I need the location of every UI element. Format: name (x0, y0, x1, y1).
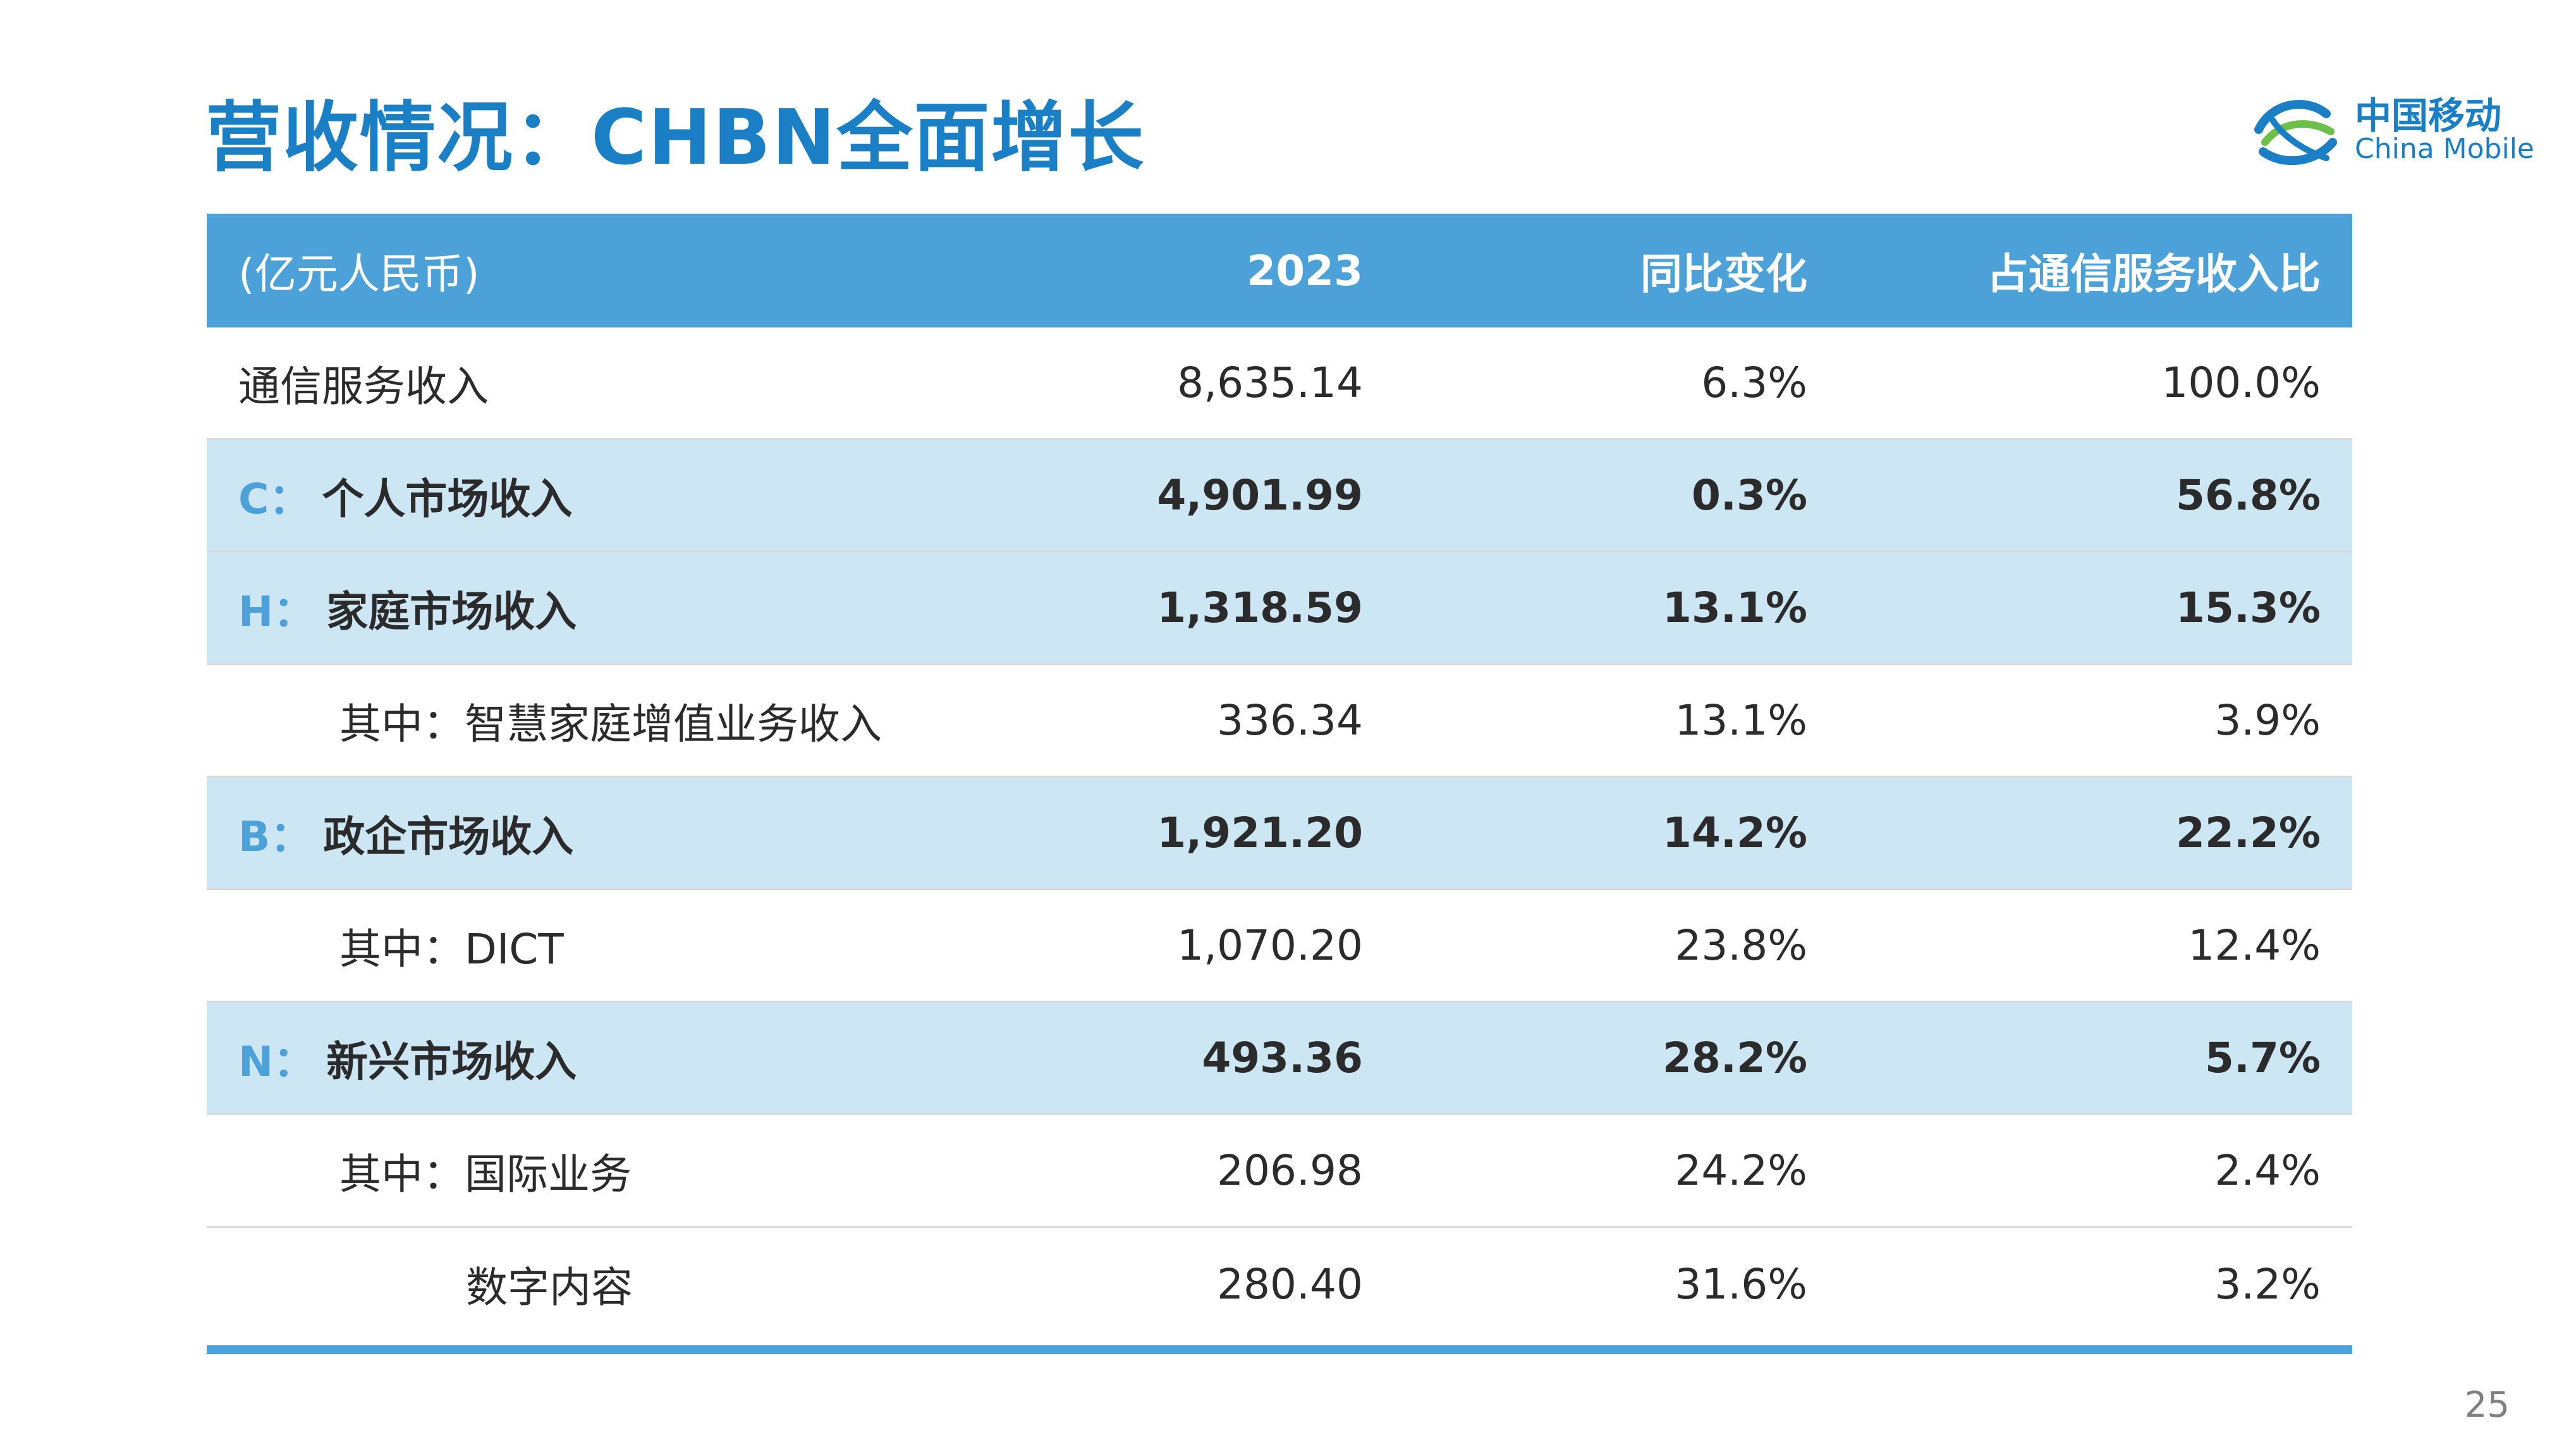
row-share: 15.3% (2176, 584, 2321, 632)
row-yoy: 13.1% (1675, 696, 1807, 745)
table-row: N： 新兴市场收入 493.36 28.2% 5.7% (207, 1003, 2352, 1115)
row-value: 493.36 (1202, 1034, 1363, 1082)
logo-text-cn: 中国移动 (2355, 94, 2502, 137)
row-yoy: 31.6% (1675, 1259, 1807, 1309)
row-share: 12.4% (2188, 921, 2321, 970)
china-mobile-logo: 中国移动 China Mobile (2247, 82, 2534, 177)
page-number: 25 (2464, 1385, 2510, 1426)
row-value: 280.40 (1217, 1259, 1363, 1309)
row-label: 其中：DICT (339, 924, 564, 974)
row-share: 56.8% (2176, 471, 2321, 520)
table-row: 其中：DICT 1,070.20 23.8% 12.4% (207, 890, 2352, 1003)
row-value: 1,921.20 (1157, 809, 1363, 857)
table-row: 其中：国际业务 206.98 24.2% 2.4% (207, 1115, 2352, 1228)
row-label: 新兴市场收入 (326, 1037, 577, 1086)
segment-prefix: B： (238, 812, 312, 861)
header-share: 占通信服务收入比 (1987, 250, 2321, 298)
row-label: 政企市场收入 (323, 812, 574, 861)
row-label: 通信服务收入 (238, 362, 489, 411)
row-share: 3.9% (2214, 696, 2321, 745)
row-label: 个人市场收入 (322, 474, 573, 523)
row-value: 206.98 (1217, 1146, 1363, 1195)
logo-text-en: China Mobile (2355, 133, 2535, 165)
row-yoy: 14.2% (1663, 809, 1807, 857)
row-value: 1,318.59 (1157, 584, 1363, 632)
table-row: H： 家庭市场收入 1,318.59 13.1% 15.3% (207, 553, 2352, 665)
revenue-table: (亿元人民币) 2023 同比变化 占通信服务收入比 通信服务收入 8,635.… (207, 214, 2352, 1340)
header-year: 2023 (1247, 246, 1363, 295)
row-label: 数字内容 (466, 1263, 633, 1312)
row-share: 2.4% (2214, 1146, 2321, 1195)
row-label-group: H： 家庭市场收入 (238, 553, 577, 663)
table-row: 数字内容 280.40 31.6% 3.2% (207, 1228, 2352, 1340)
table-bottom-rule (207, 1345, 2352, 1354)
row-value: 4,901.99 (1157, 471, 1363, 520)
row-yoy: 23.8% (1675, 921, 1807, 970)
row-label-group: N： 新兴市场收入 (238, 1003, 577, 1113)
table-row: B： 政企市场收入 1,921.20 14.2% 22.2% (207, 778, 2352, 890)
table-row: C： 个人市场收入 4,901.99 0.3% 56.8% (207, 440, 2352, 553)
row-yoy: 24.2% (1675, 1146, 1807, 1195)
logo-mark-icon (2254, 100, 2337, 166)
table-header-row: (亿元人民币) 2023 同比变化 占通信服务收入比 (207, 214, 2352, 327)
page-title: 营收情况：CHBN全面增长 (205, 94, 1145, 182)
row-yoy: 0.3% (1691, 471, 1807, 520)
table-row: 其中：智慧家庭增值业务收入 336.34 13.1% 3.9% (207, 665, 2352, 778)
segment-prefix: C： (238, 474, 311, 523)
row-value: 1,070.20 (1177, 921, 1363, 970)
row-yoy: 28.2% (1663, 1034, 1807, 1082)
row-yoy: 6.3% (1701, 358, 1807, 407)
row-share: 100.0% (2161, 358, 2321, 407)
header-yoy: 同比变化 (1640, 250, 1807, 298)
row-share: 3.2% (2214, 1259, 2321, 1309)
row-label: 家庭市场收入 (326, 587, 577, 636)
row-share: 5.7% (2204, 1034, 2321, 1082)
row-label-group: B： 政企市场收入 (238, 778, 573, 888)
segment-prefix: N： (238, 1037, 315, 1086)
row-value: 336.34 (1217, 696, 1363, 745)
row-label: 其中：智慧家庭增值业务收入 (339, 699, 882, 749)
row-label-group: C： 个人市场收入 (238, 440, 572, 551)
row-label: 其中：国际业务 (339, 1149, 632, 1199)
segment-prefix: H： (238, 587, 315, 636)
row-yoy: 13.1% (1663, 584, 1807, 632)
row-share: 22.2% (2176, 809, 2321, 857)
header-unit: (亿元人民币) (238, 250, 480, 298)
row-value: 8,635.14 (1177, 358, 1363, 407)
table-row: 通信服务收入 8,635.14 6.3% 100.0% (207, 327, 2352, 440)
